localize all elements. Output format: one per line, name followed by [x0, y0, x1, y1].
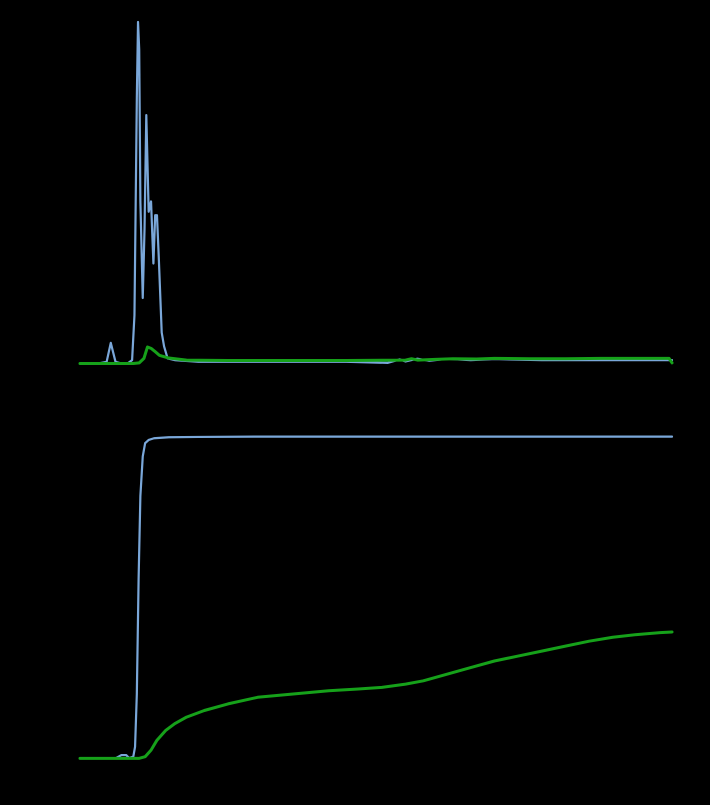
canvas-bg — [0, 0, 710, 805]
chart-canvas — [0, 0, 710, 805]
